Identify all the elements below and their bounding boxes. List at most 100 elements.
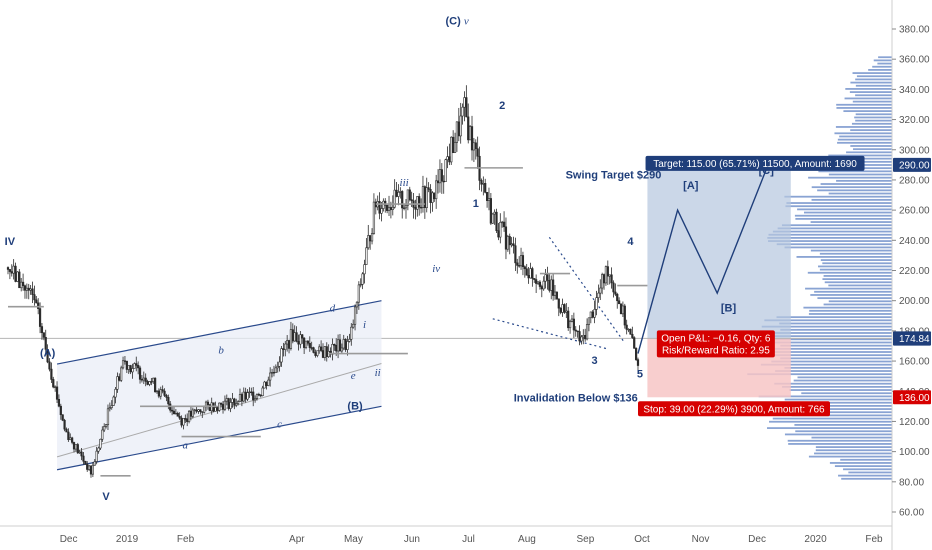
candle-body xyxy=(418,196,421,208)
wave-label: i xyxy=(363,319,366,331)
volume-profile-bar xyxy=(774,382,892,385)
candle-body xyxy=(355,301,359,308)
candle-body xyxy=(401,191,404,209)
candle-body xyxy=(469,126,472,141)
price-badge xyxy=(893,390,931,405)
candle-body xyxy=(244,391,247,400)
time-tick-label: Feb xyxy=(865,534,883,545)
candle-body xyxy=(316,350,319,356)
candle-body xyxy=(135,363,138,366)
price-badge xyxy=(893,331,931,346)
candle-body xyxy=(446,156,449,161)
candle-body xyxy=(218,402,221,411)
volume-profile-bar xyxy=(818,170,892,173)
candle-body xyxy=(180,417,183,426)
volume-profile-bar xyxy=(851,122,892,125)
candle-body xyxy=(182,418,185,426)
time-tick-label: Jul xyxy=(462,534,475,545)
candle-body xyxy=(40,326,44,334)
price-tick-label: 60.00 xyxy=(899,508,924,519)
candle-body xyxy=(597,292,600,299)
candle-body xyxy=(99,438,102,449)
volume-profile-bar xyxy=(843,110,892,113)
wave-label: a xyxy=(183,440,189,452)
candle-body xyxy=(150,381,153,383)
volume-profile-bar xyxy=(800,401,892,404)
candle-body xyxy=(287,340,291,349)
volume-profile-bar xyxy=(803,306,892,309)
candle-body xyxy=(559,307,562,313)
candle-body xyxy=(280,348,283,363)
position-tool[interactable] xyxy=(0,164,892,398)
volume-profile-bar xyxy=(808,313,892,315)
candle-body xyxy=(167,397,170,405)
wave-label: d xyxy=(330,302,336,314)
volume-profile-bar xyxy=(835,126,892,128)
candle-body xyxy=(59,405,62,416)
pivot-lines xyxy=(8,167,648,477)
candle-body xyxy=(635,348,638,360)
volume-profile-bar xyxy=(828,300,892,303)
candle-body xyxy=(195,409,198,412)
wave-label: (A) xyxy=(40,348,56,360)
candle-body xyxy=(97,447,100,452)
candle-body xyxy=(91,464,94,475)
price-tick-label: 200.00 xyxy=(899,296,930,307)
candle-body xyxy=(233,398,236,406)
volume-profile-bar xyxy=(801,392,892,395)
wave-label: iv xyxy=(432,263,440,275)
candle-body xyxy=(525,268,528,276)
time-tick-label: Dec xyxy=(748,534,766,545)
price-axis[interactable]: 60.0080.00100.00120.00140.00160.00180.00… xyxy=(891,0,931,550)
volume-profile-bar xyxy=(828,154,892,157)
volume-profile-bar xyxy=(735,354,892,357)
candle-body xyxy=(84,460,87,465)
candle-body xyxy=(576,330,579,333)
time-tick-label: Aug xyxy=(518,534,536,545)
candle-body xyxy=(140,379,144,381)
candle-body xyxy=(436,180,440,184)
candle-body xyxy=(144,377,147,382)
candle-body xyxy=(110,405,113,408)
candle-body xyxy=(178,415,181,419)
candle-body xyxy=(546,274,549,281)
candle-body xyxy=(518,265,521,267)
volume-profile-bar xyxy=(828,173,892,176)
target-zone[interactable] xyxy=(647,164,791,339)
time-tick-label: Sep xyxy=(577,534,595,545)
candle-body xyxy=(636,359,640,366)
volume-profile-bar xyxy=(771,360,892,363)
candle-body xyxy=(35,299,38,304)
candle-body xyxy=(71,437,74,443)
candle-body xyxy=(269,372,272,381)
volume-profile-bar xyxy=(854,116,892,119)
candle-body xyxy=(627,328,630,331)
candle-body xyxy=(237,401,240,404)
volume-profile-bar xyxy=(788,443,892,445)
volume-profile-bar xyxy=(775,370,892,372)
candle-body xyxy=(157,390,160,397)
volume-profile-bar xyxy=(807,271,892,274)
invalidation-label: Invalidation Below $136 xyxy=(514,392,638,404)
candle-body xyxy=(567,310,570,329)
candle-body xyxy=(176,412,179,417)
candle-body xyxy=(250,391,253,394)
candle-body xyxy=(123,360,127,362)
candle-body xyxy=(633,337,636,349)
candle-body xyxy=(557,298,560,309)
candle-body xyxy=(127,365,130,370)
volume-profile-bar xyxy=(828,192,892,195)
candle-body xyxy=(106,408,110,426)
price-tick-label: 120.00 xyxy=(899,417,930,428)
volume-profile-bar xyxy=(797,376,892,379)
candle-body xyxy=(142,377,145,381)
volume-profile-bar xyxy=(836,179,892,182)
volume-profile-bar xyxy=(846,160,892,163)
candle-body xyxy=(472,142,475,151)
candle-body xyxy=(602,274,606,284)
candle-body xyxy=(201,411,204,413)
candle-body xyxy=(33,294,36,301)
time-axis[interactable]: Dec 2019 Feb Apr May Jun Jul Aug Sep Oct Nov Dec 202… xyxy=(0,525,892,545)
volume-profile-bar xyxy=(850,129,892,132)
